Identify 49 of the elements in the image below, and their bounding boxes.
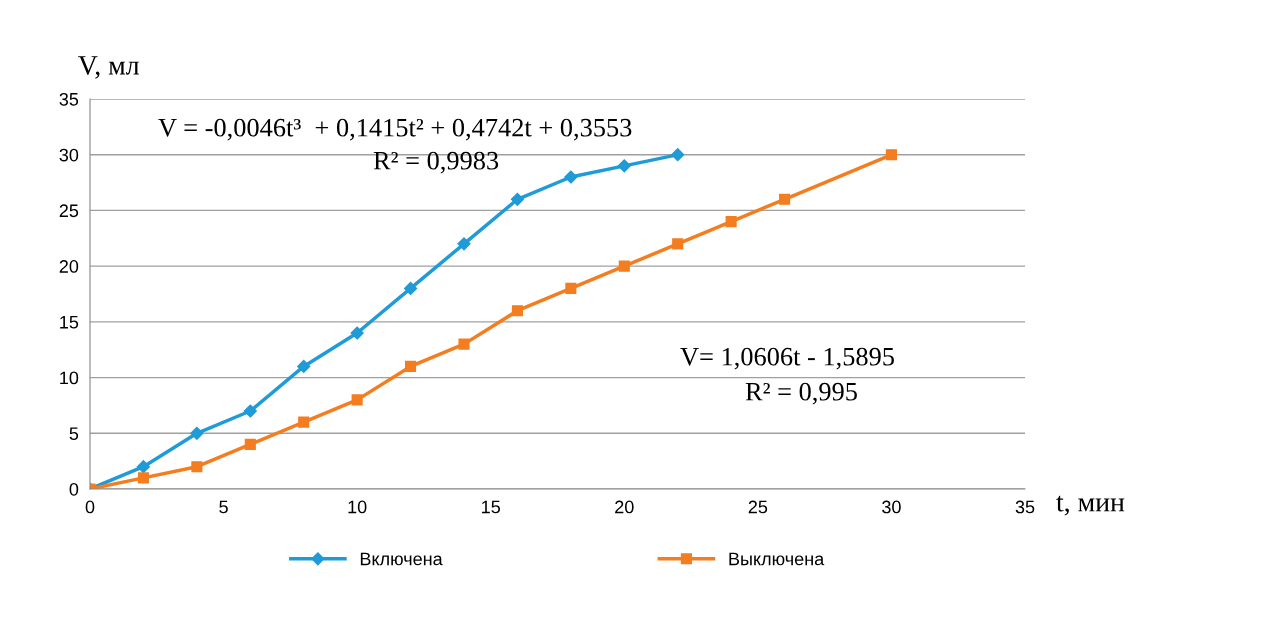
- annotation: V = -0,0046t³ + 0,1415t² + 0,4742t + 0,3553: [158, 118, 632, 141]
- point: [565, 282, 577, 294]
- point: [617, 159, 631, 173]
- legend-label: Включена: [360, 552, 443, 566]
- point: [351, 394, 363, 406]
- point: [136, 460, 151, 474]
- point: [190, 426, 204, 440]
- x-axis-title: t, мин: [1056, 495, 1125, 516]
- point: [511, 305, 523, 317]
- x-tick-label: 35: [1015, 500, 1035, 514]
- y-tick-label: 5: [69, 427, 79, 441]
- x-tick-label: 20: [615, 500, 634, 514]
- point: [403, 281, 418, 296]
- point: [458, 338, 470, 350]
- point: [779, 193, 791, 205]
- point: [564, 170, 578, 184]
- point: [510, 192, 525, 206]
- annotation: R² = 0,9983: [373, 151, 499, 174]
- point: [457, 237, 471, 251]
- point: [672, 238, 684, 250]
- point: [405, 360, 417, 372]
- annotation: V= 1,0606t - 1,5895: [680, 347, 894, 370]
- point: [137, 472, 149, 484]
- x-tick-label: 25: [748, 500, 768, 514]
- x-tick-label: 5: [219, 500, 228, 514]
- y-tick-label: 25: [59, 204, 79, 218]
- legend-label: Выключена: [729, 552, 825, 566]
- x-tick-label: 15: [482, 500, 500, 514]
- annotation: R² = 0,995: [745, 382, 857, 405]
- y-tick-label: 10: [60, 371, 79, 385]
- point: [244, 438, 256, 450]
- y-tick-label: 30: [59, 148, 79, 162]
- y-tick-label: 20: [59, 260, 79, 273]
- point: [350, 326, 364, 340]
- point: [297, 359, 311, 374]
- point: [298, 416, 310, 428]
- point: [725, 216, 737, 228]
- x-tick-label: 0: [85, 500, 95, 514]
- point: [243, 404, 257, 418]
- y-axis-title: V, мл: [78, 56, 139, 79]
- point: [885, 149, 897, 161]
- point: [618, 260, 630, 272]
- y-tick-label: 0: [69, 482, 79, 496]
- y-tick-label: 15: [60, 315, 79, 329]
- x-tick-label: 30: [882, 500, 901, 514]
- point: [191, 461, 203, 473]
- x-tick-label: 10: [348, 500, 367, 514]
- point: [671, 148, 685, 162]
- y-tick-label: 35: [59, 92, 79, 106]
